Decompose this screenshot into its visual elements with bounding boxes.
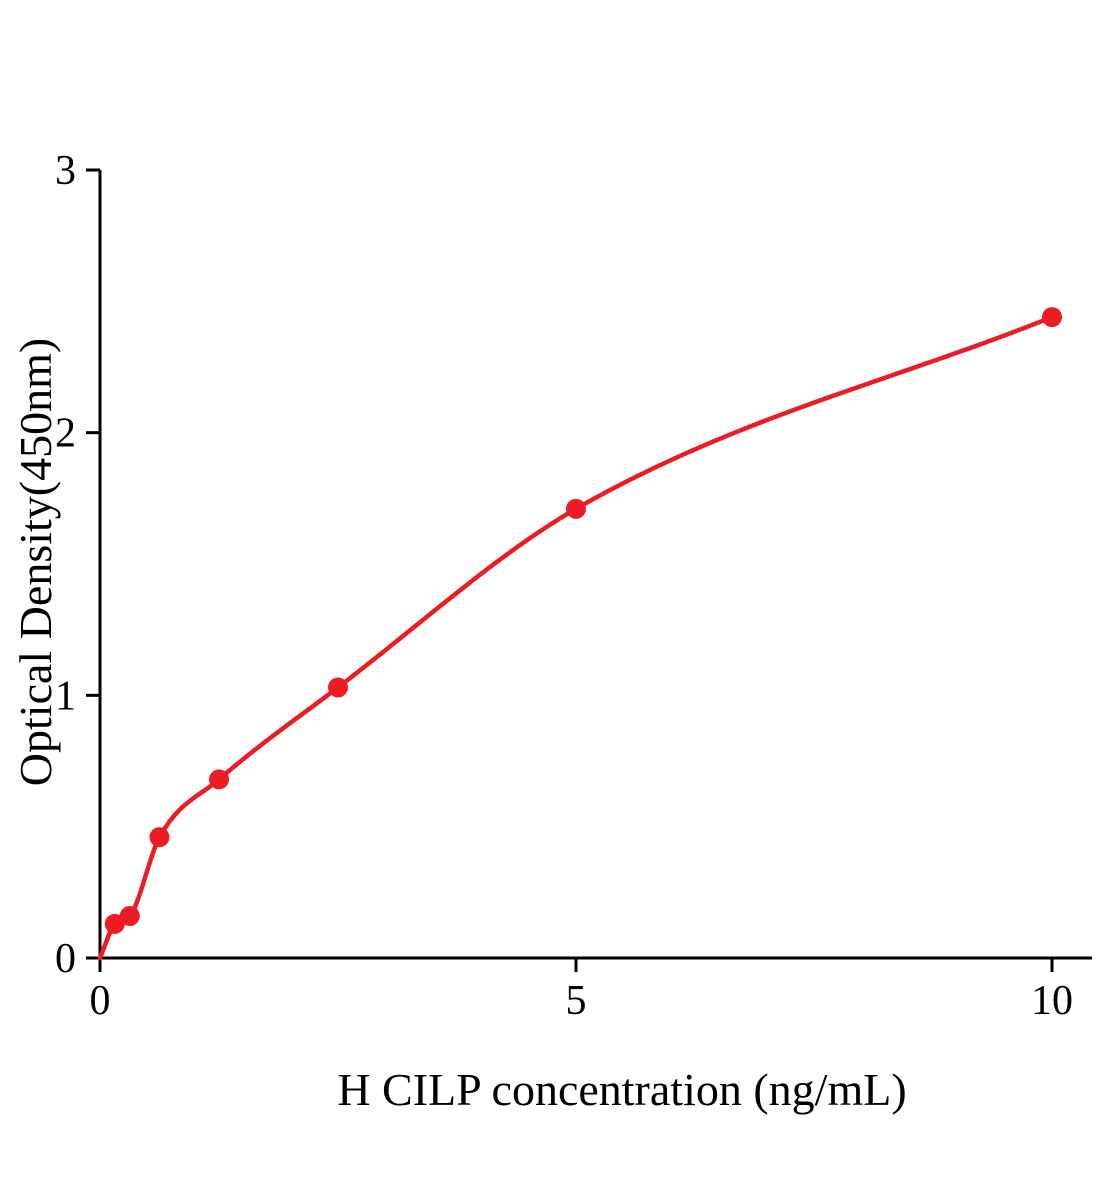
data-point xyxy=(104,913,125,934)
fitted-curve xyxy=(97,314,1055,961)
y-tick-label: 1 xyxy=(55,673,76,719)
data-point xyxy=(149,827,170,848)
y-tick-label: 0 xyxy=(55,936,76,982)
x-axis-title: H CILP concentration (ng/mL) xyxy=(337,1064,907,1115)
data-point xyxy=(566,498,586,519)
x-tick-label: 5 xyxy=(566,978,587,1024)
x-tick-label: 0 xyxy=(90,978,111,1024)
data-point xyxy=(119,905,140,926)
y-tick-label: 3 xyxy=(55,148,76,194)
x-tick-label: 10 xyxy=(1031,978,1073,1024)
y-axis-title: Optical Density(450nm) xyxy=(10,337,61,787)
data-point xyxy=(209,769,229,790)
data-point xyxy=(1042,307,1062,328)
data-point xyxy=(328,677,348,698)
y-tick-label: 2 xyxy=(55,411,76,457)
